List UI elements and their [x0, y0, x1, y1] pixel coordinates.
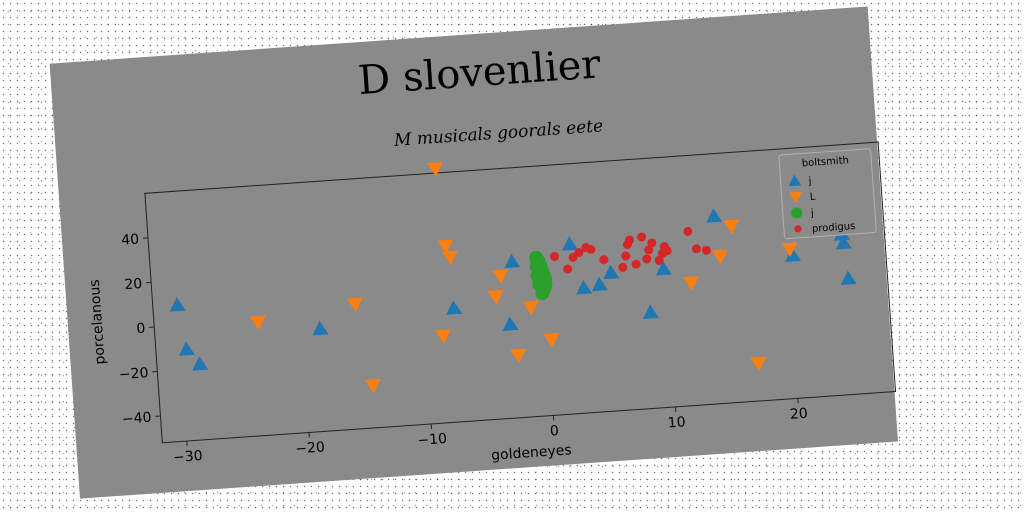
- legend-title: boltsmith: [801, 155, 849, 169]
- data-point: [574, 248, 584, 258]
- data-point: [510, 348, 527, 364]
- figure-background: [49, 6, 899, 499]
- plot-area: [144, 141, 897, 444]
- x-tick-label: 20: [789, 406, 808, 423]
- data-point: [492, 269, 509, 284]
- legend-label: j: [807, 176, 812, 187]
- x-axis-label: goldeneyes: [491, 442, 572, 464]
- data-point: [723, 219, 740, 235]
- data-point: [662, 246, 672, 256]
- data-point: [621, 251, 631, 261]
- legend-marker: [791, 207, 803, 219]
- data-point: [169, 297, 186, 312]
- data-point: [437, 239, 454, 255]
- y-tick-label: −20: [118, 365, 149, 383]
- x-tick-label: −20: [295, 439, 326, 457]
- data-point: [701, 245, 711, 255]
- data-point: [178, 341, 195, 356]
- data-point: [840, 270, 857, 285]
- data-point: [446, 300, 463, 315]
- data-point: [647, 238, 657, 248]
- data-point: [706, 208, 723, 223]
- data-point: [192, 356, 209, 371]
- x-tick-label: −10: [417, 431, 448, 449]
- x-tick-label: 10: [667, 414, 686, 431]
- data-point: [785, 247, 802, 263]
- series-2: [529, 250, 553, 301]
- data-point: [625, 235, 635, 245]
- data-point: [603, 264, 620, 280]
- y-tick-label: 20: [124, 276, 143, 293]
- data-point: [576, 280, 593, 295]
- data-point: [618, 262, 628, 272]
- y-tick-label: 0: [136, 321, 146, 338]
- data-point: [550, 251, 560, 261]
- data-point: [644, 245, 654, 255]
- data-point: [691, 244, 701, 254]
- data-point: [642, 304, 659, 319]
- series-0: [169, 208, 857, 371]
- data-point: [781, 242, 798, 257]
- data-point: [249, 315, 266, 330]
- data-point: [642, 254, 652, 264]
- legend-marker: [794, 225, 802, 233]
- data-point: [711, 249, 728, 265]
- data-point: [654, 255, 664, 265]
- data-point: [522, 300, 539, 316]
- data-point: [435, 329, 451, 344]
- series-3: [550, 226, 711, 274]
- y-tick-label: 40: [121, 232, 140, 249]
- legend-marker: [788, 191, 802, 204]
- data-point: [562, 236, 579, 251]
- series-1: [249, 162, 798, 394]
- data-point: [543, 332, 560, 348]
- data-point: [750, 356, 767, 372]
- data-point: [563, 264, 573, 274]
- y-axis-label: porcelanous: [87, 279, 109, 365]
- data-point: [312, 320, 329, 336]
- data-point: [655, 261, 672, 276]
- legend: boltsmith jLj prodigus: [778, 148, 877, 240]
- data-point: [529, 259, 544, 274]
- data-point: [835, 234, 852, 250]
- data-point: [683, 226, 693, 236]
- legend-label: j: [810, 208, 815, 219]
- legend-label: L: [809, 192, 816, 203]
- data-point: [683, 276, 700, 291]
- data-point: [346, 297, 363, 312]
- data-point: [502, 316, 519, 331]
- data-point: [631, 259, 641, 269]
- y-tick-label: −40: [122, 410, 153, 428]
- data-point: [586, 244, 596, 254]
- data-point: [591, 276, 608, 292]
- x-tick-label: 0: [549, 423, 559, 440]
- data-point: [427, 162, 443, 177]
- data-point: [599, 255, 609, 265]
- data-point: [637, 232, 647, 242]
- legend-marker: [788, 174, 802, 187]
- legend-label: prodigus: [812, 221, 856, 235]
- data-point: [364, 378, 381, 394]
- data-point: [487, 289, 504, 305]
- data-point: [504, 253, 521, 269]
- legend-box: [778, 148, 877, 240]
- x-tick-label: −30: [173, 448, 204, 466]
- data-point: [441, 250, 458, 266]
